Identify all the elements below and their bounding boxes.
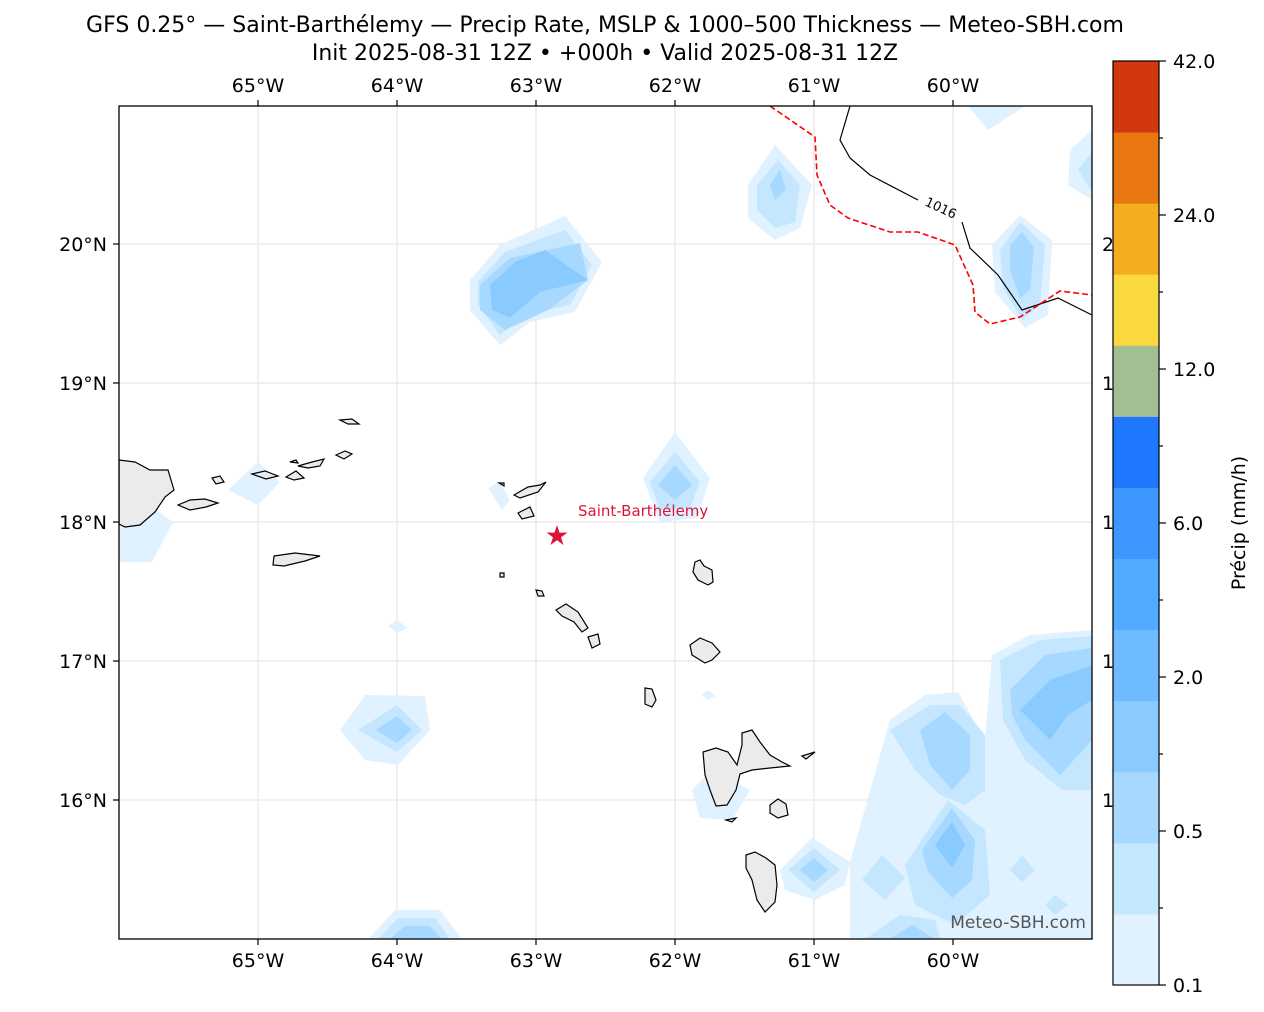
colorbar-segment (1113, 274, 1159, 346)
lon-tick-label: 65°W (232, 950, 285, 972)
colorbar-tick-label: 0.1 (1173, 975, 1203, 997)
isobar-1016 (839, 106, 1092, 316)
lat-labels: 20°N 19°N 18°N 17°N 16°N (59, 234, 107, 812)
colorbar-segment (1113, 771, 1159, 844)
lon-tick-label: 60°W (927, 75, 980, 97)
colorbar-tick-label: 0.5 (1173, 821, 1203, 843)
colorbar-segment (1113, 700, 1159, 773)
right-lat-labels-partial: 2 1 1 1 1 (1102, 234, 1114, 812)
guadeloupe (702, 729, 793, 807)
dominica (745, 851, 778, 913)
colorbar-segment (1113, 913, 1159, 986)
colorbar-tick-label: 2.0 (1173, 667, 1203, 689)
colorbar-tick-label: 6.0 (1173, 513, 1203, 535)
chart-title: GFS 0.25° — Saint-Barthélemy — Precip Ra… (86, 13, 1124, 38)
lat-tick-label-partial: 1 (1102, 790, 1114, 812)
lon-tick-label: 62°W (649, 950, 702, 972)
chart-subtitle: Init 2025-08-31 12Z • +000h • Valid 2025… (311, 41, 899, 66)
colorbar-segment (1113, 487, 1159, 560)
watermark: Meteo-SBH.com (950, 913, 1086, 933)
lat-tick-label-partial: 1 (1102, 651, 1114, 673)
colorbar-segment (1113, 629, 1159, 702)
antigua (692, 559, 714, 586)
precip-field (119, 106, 1092, 939)
colorbar-segment (1113, 132, 1159, 204)
colorbar-segment (1113, 345, 1159, 417)
lon-tick-label: 63°W (510, 950, 563, 972)
lat-tick-label: 20°N (59, 234, 107, 256)
colorbar (1113, 61, 1159, 986)
tick-marks (113, 100, 954, 945)
colorbar-tick-labels: 42.0 24.0 12.0 6.0 2.0 0.5 0.1 (1173, 51, 1215, 997)
colorbar-ticks (1159, 60, 1166, 986)
lon-tick-label: 61°W (788, 950, 841, 972)
lon-tick-label: 64°W (371, 75, 424, 97)
lat-tick-label: 19°N (59, 373, 107, 395)
location-label: Saint-Barthélemy (578, 502, 708, 520)
puerto-rico (119, 459, 175, 528)
land-masses (119, 418, 816, 913)
bottom-lon-labels: 65°W 64°W 63°W 62°W 61°W 60°W (232, 950, 980, 972)
lon-tick-label: 64°W (371, 950, 424, 972)
lon-tick-label: 65°W (232, 75, 285, 97)
lat-tick-label: 17°N (59, 651, 107, 673)
colorbar-segment (1113, 203, 1159, 275)
colorbar-segment (1113, 842, 1159, 915)
colorbar-segment (1113, 61, 1159, 133)
lon-tick-label: 62°W (649, 75, 702, 97)
colorbar-tick-label: 42.0 (1173, 51, 1215, 73)
colorbar-segment (1113, 416, 1159, 488)
lat-tick-label-partial: 2 (1102, 234, 1114, 256)
lat-tick-label-partial: 1 (1102, 512, 1114, 534)
location-star-icon[interactable] (546, 525, 568, 545)
lon-tick-label: 63°W (510, 75, 563, 97)
colorbar-segment (1113, 558, 1159, 631)
thickness-line (769, 106, 1092, 325)
lon-tick-label: 60°W (927, 950, 980, 972)
colorbar-tick-label: 24.0 (1173, 205, 1215, 227)
lat-tick-label: 16°N (59, 790, 107, 812)
colorbar-label: Précip (mm/h) (1228, 456, 1250, 590)
colorbar-tick-label: 12.0 (1173, 359, 1215, 381)
lat-tick-label: 18°N (59, 512, 107, 534)
top-lon-labels: 65°W 64°W 63°W 62°W 61°W 60°W (232, 75, 980, 97)
lat-tick-label-partial: 1 (1102, 373, 1114, 395)
lon-tick-label: 61°W (788, 75, 841, 97)
